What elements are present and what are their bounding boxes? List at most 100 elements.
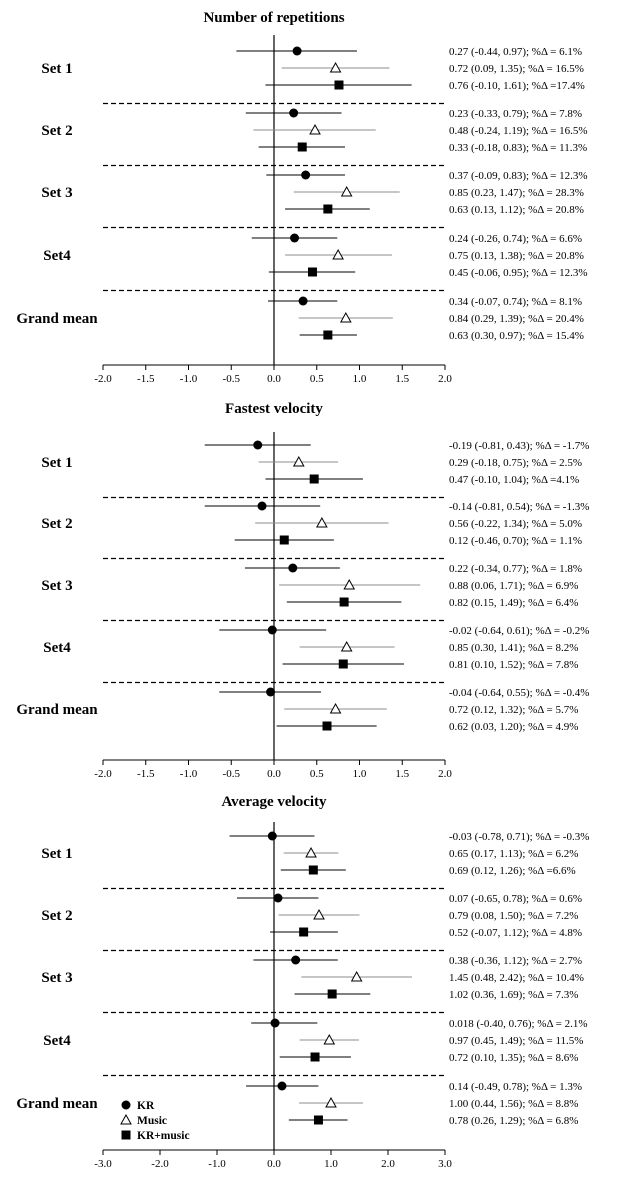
effect-size-annotation: 0.75 (0.13, 1.38); %Δ = 20.8% [449,250,584,262]
x-axis-tick-label: -2.0 [94,373,112,385]
effect-size-annotation: 0.79 (0.08, 1.50); %Δ = 7.2% [449,910,578,922]
x-axis-tick-label: -1.5 [137,373,155,385]
effect-size-annotation: 0.63 (0.30, 0.97); %Δ = 15.4% [449,330,584,342]
legend-label: Music [137,1115,167,1127]
effect-size-annotation: 0.85 (0.23, 1.47); %Δ = 28.3% [449,187,584,199]
effect-size-annotation: 0.85 (0.30, 1.41); %Δ = 8.2% [449,642,578,654]
x-axis-tick-label: 0.5 [310,373,324,385]
x-axis-tick-label: 2.0 [438,768,452,780]
point-music-triangle [305,846,317,858]
point-kr-music-square [327,989,337,999]
effect-size-annotation: -0.19 (-0.81, 0.43); %Δ = -1.7% [449,440,589,452]
effect-size-annotation: 0.47 (-0.10, 1.04); %Δ =4.1% [449,474,579,486]
effect-size-annotation: 1.00 (0.44, 1.56); %Δ = 8.8% [449,1098,578,1110]
point-kr-music-square [334,80,344,90]
group-label: Set 1 [41,61,72,77]
x-axis-tick-label: 0.0 [267,768,281,780]
legend-kr-music-square-icon [121,1130,131,1140]
effect-size-annotation: 0.33 (-0.18, 0.83); %Δ = 11.3% [449,142,587,154]
point-kr-circle [267,625,277,635]
effect-size-annotation: 0.81 (0.10, 1.52); %Δ = 7.8% [449,659,578,671]
effect-size-annotation: 0.38 (-0.36, 1.12); %Δ = 2.7% [449,955,582,967]
point-kr-circle [257,501,267,511]
effect-size-annotation: 0.97 (0.45, 1.49); %Δ = 11.5% [449,1035,583,1047]
point-kr-circle [288,563,298,573]
point-music-triangle [340,640,353,652]
effect-size-annotation: 0.07 (-0.65, 0.78); %Δ = 0.6% [449,893,582,905]
effect-size-annotation: 0.88 (0.06, 1.71); %Δ = 6.9% [449,580,578,592]
effect-size-annotation: 0.72 (0.12, 1.32); %Δ = 5.7% [449,704,578,716]
effect-size-annotation: 0.48 (-0.24, 1.19); %Δ = 16.5% [449,125,588,137]
effect-size-annotation: -0.02 (-0.64, 0.61); %Δ = -0.2% [449,625,589,637]
group-label: Grand mean [16,702,98,718]
point-kr-music-square [323,330,333,340]
effect-size-annotation: 0.72 (0.10, 1.35); %Δ = 8.6% [449,1052,578,1064]
point-kr-circle [277,1081,287,1091]
point-kr-circle [267,831,277,841]
point-kr-circle [273,893,283,903]
point-music-triangle [309,123,321,135]
point-kr-circle [266,687,276,697]
point-music-triangle [329,702,342,714]
x-axis-tick-label: -1.0 [180,768,198,780]
group-label: Set4 [43,640,71,656]
x-axis-tick-label: -0.5 [223,768,241,780]
effect-size-annotation: -0.03 (-0.78, 0.71); %Δ = -0.3% [449,831,589,843]
point-music-triangle [316,516,328,528]
x-axis-tick-label: 0.0 [267,373,281,385]
group-label: Set 3 [41,185,72,201]
effect-size-annotation: 0.56 (-0.22, 1.34); %Δ = 5.0% [449,518,582,530]
x-axis-tick-label: 2.0 [438,373,452,385]
x-axis-tick-label: 1.0 [353,768,367,780]
point-music-triangle [332,248,344,260]
x-axis-tick-label: 1.5 [395,373,409,385]
x-axis-tick-label: 1.0 [324,1158,338,1170]
group-label: Set4 [43,1033,71,1049]
x-axis-tick-label: 0.5 [310,768,324,780]
group-label: Grand mean [16,311,98,327]
effect-size-annotation: 0.24 (-0.26, 0.74); %Δ = 6.6% [449,233,582,245]
panel-title: Average velocity [221,794,327,810]
point-kr-circle [301,170,311,180]
panel-title: Number of repetitions [203,10,344,26]
point-kr-music-square [309,474,319,484]
point-kr-music-square [308,865,318,875]
legend-music-triangle-icon [120,1113,132,1125]
x-axis-tick-label: 0.0 [267,1158,281,1170]
point-kr-music-square [339,597,349,607]
x-axis-tick-label: 3.0 [438,1158,452,1170]
point-kr-music-square [338,659,348,669]
point-music-triangle [340,185,353,197]
point-kr-music-square [279,535,289,545]
legend-label: KR [137,1100,155,1112]
legend-label: KR+music [137,1130,190,1142]
x-axis-tick-label: -1.5 [137,768,155,780]
x-axis-tick-label: -2.0 [94,768,112,780]
effect-size-annotation: 0.78 (0.26, 1.29); %Δ = 6.8% [449,1115,578,1127]
effect-size-annotation: 0.69 (0.12, 1.26); %Δ =6.6% [449,865,576,877]
group-label: Set 3 [41,970,72,986]
group-label: Set 2 [41,908,72,924]
point-kr-circle [298,296,308,306]
legend-kr-circle-icon [121,1100,131,1110]
effect-size-annotation: 0.27 (-0.44, 0.97); %Δ = 6.1% [449,46,582,58]
effect-size-annotation: 0.45 (-0.06, 0.95); %Δ = 12.3% [449,267,588,279]
point-kr-music-square [299,927,309,937]
x-axis-tick-label: -1.0 [208,1158,226,1170]
point-kr-circle [290,233,300,243]
effect-size-annotation: 0.84 (0.29, 1.39); %Δ = 20.4% [449,313,584,325]
group-label: Set4 [43,248,71,264]
effect-size-annotation: 1.45 (0.48, 2.42); %Δ = 10.4% [449,972,584,984]
point-music-triangle [350,970,363,982]
effect-size-annotation: 0.018 (-0.40, 0.76); %Δ = 2.1% [449,1018,588,1030]
point-music-triangle [323,1033,336,1045]
panel-title: Fastest velocity [225,401,323,417]
x-axis-tick-label: -0.5 [223,373,241,385]
x-axis-tick-label: 1.5 [395,768,409,780]
effect-size-annotation: 0.65 (0.17, 1.13); %Δ = 6.2% [449,848,578,860]
effect-size-annotation: 0.14 (-0.49, 0.78); %Δ = 1.3% [449,1081,582,1093]
group-label: Grand mean [16,1096,98,1112]
effect-size-annotation: 0.22 (-0.34, 0.77); %Δ = 1.8% [449,563,582,575]
